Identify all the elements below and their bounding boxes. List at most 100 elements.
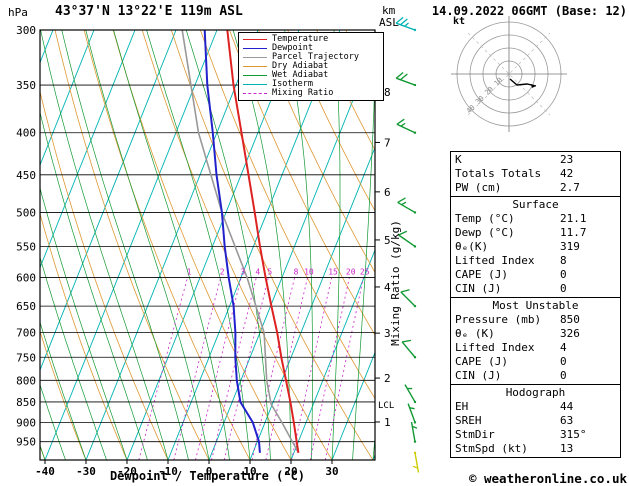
pressure-tick-label: 750 [16, 351, 36, 364]
hodograph-ring-label: 10 [493, 76, 505, 88]
stats-section: Surface Temp (°C) 21.1 Dewp (°C) 11.7 θₑ(K) 31… [450, 196, 621, 298]
stats-value: 0 [560, 282, 567, 295]
wind-barb-flag [400, 18, 408, 26]
stats-label: CIN (J) [455, 282, 502, 295]
wind-barb-flag [402, 339, 412, 343]
run-datetime: 14.09.2022 06GMT (Base: 12) [431, 4, 627, 18]
stats-row: EH 44 [455, 400, 616, 414]
mixing-ratio-line [223, 277, 269, 460]
stats-value: 21.1 [560, 212, 587, 225]
stats-row: Lifted Index 4 [455, 341, 616, 355]
stats-row: Dewp (°C) 11.7 [455, 226, 616, 240]
mixing-ratio-label: 3 [240, 268, 245, 277]
dewpoint-curve [203, 30, 261, 453]
pressure-tick-label: 400 [16, 127, 36, 140]
parcel-trajectory-curve [181, 30, 300, 454]
legend-line-sample [243, 84, 267, 85]
legend-label: Mixing Ratio [272, 88, 334, 98]
stats-row: θₑ (K) 326 [455, 327, 616, 341]
wind-barb [404, 384, 417, 404]
wind-barb-origin [413, 131, 417, 134]
mixing-ratio-label: 25 [360, 268, 370, 277]
temp-tick-label: -30 [76, 465, 96, 478]
stats-row: θₑ(K) 319 [455, 240, 616, 254]
km-tick-label: 2 [384, 372, 391, 385]
stats-value: 63 [560, 414, 574, 427]
wind-barb-staff [401, 341, 416, 358]
stats-row: Pressure (mb) 850 [455, 313, 616, 327]
skewt-generated-layers: 3003504004505005506006507007508008509009… [0, 16, 567, 478]
x-axis-title: Dewpoint / Temperature (°C) [109, 469, 306, 483]
stats-row: StmSpd (kt) 13 [455, 442, 616, 456]
wet-adiabat-line [0, 30, 4, 460]
stats-row: Totals Totals 42 [455, 167, 616, 181]
hodograph-diagonal [467, 32, 551, 116]
mixing-ratio-label: 8 [294, 268, 299, 277]
pressure-tick-label: 950 [16, 436, 36, 449]
stats-label: Temp (°C) [455, 212, 515, 225]
wind-barb-flag [398, 230, 408, 236]
isotherm-line [44, 30, 218, 460]
stats-label: SREH [455, 414, 482, 427]
temp-tick-label: -20 [117, 465, 137, 478]
wind-barb-staff [410, 421, 416, 442]
legend-label: Dewpoint [272, 43, 313, 53]
stats-label: EH [455, 400, 469, 413]
stats-value: 42 [560, 167, 574, 180]
legend-label: Dry Adiabat [272, 61, 329, 71]
stats-section-title: Most Unstable [492, 299, 579, 312]
stats-label: Pressure (mb) [455, 313, 542, 326]
temp-tick-label: 30 [325, 465, 338, 478]
copyright-link[interactable]: © weatheronline.co.uk [468, 471, 627, 486]
stats-section: K 23 Totals Totals 42 PW (cm) 2.7 [450, 151, 621, 197]
km-tick-label: 3 [384, 327, 391, 340]
wind-barb [412, 451, 420, 473]
wind-barb-half [400, 122, 406, 127]
wind-barb-flag [400, 289, 410, 293]
stats-label: Dewp (°C) [455, 226, 515, 239]
mixing-ratio-line [138, 277, 188, 460]
stats-row: CAPE (J) 0 [455, 355, 616, 369]
wind-barb-staff [404, 384, 416, 403]
legend-item: Dewpoint [243, 44, 379, 53]
wind-barb [407, 403, 417, 424]
temp-tick-label: -10 [158, 465, 178, 478]
isotherm-line [290, 248, 375, 460]
stats-value: 4 [560, 341, 567, 354]
stats-value: 850 [560, 313, 580, 326]
mixing-ratio-label: 10 [304, 268, 314, 277]
isotherm-line [85, 30, 259, 460]
asl-axis-label: ASL [379, 16, 399, 29]
mixing-ratio-line [195, 277, 242, 460]
wind-barb-half [404, 22, 409, 27]
wind-barb-half [401, 201, 407, 206]
chart-curves [181, 30, 300, 454]
wind-barb-staff [400, 291, 416, 307]
stats-section: Most Unstable Pressure (mb) 850 θₑ (K) 326 Li… [450, 297, 621, 385]
wind-barb-origin [413, 245, 417, 248]
wind-barb-flag [395, 71, 404, 79]
pressure-axis-unit: hPa [8, 6, 28, 19]
pressure-tick-label: 700 [16, 327, 36, 340]
legend-label: Isotherm [272, 79, 313, 89]
legend-line-sample [243, 75, 267, 76]
wet-adiabat-line [40, 30, 169, 460]
hodograph-trace-arrowhead [531, 84, 536, 88]
page-title: 43°37'N 13°22'E 119m ASL [55, 4, 243, 19]
wind-barb-staff [396, 123, 416, 134]
wind-barb-origin [413, 400, 417, 404]
pressure-tick-label: 550 [16, 240, 36, 253]
wet-adiabat-line [40, 321, 87, 460]
pressure-tick-label: 800 [16, 374, 36, 387]
stats-label: Totals Totals [455, 167, 542, 180]
hodograph-diagonal [467, 32, 551, 116]
wind-barb-origin [413, 211, 417, 214]
dry-adiabat-line [316, 30, 375, 151]
pressure-tick-label: 600 [16, 272, 36, 285]
km-tick-label: 4 [384, 281, 391, 294]
legend-line-sample [243, 57, 267, 58]
stats-label: PW (cm) [455, 181, 502, 194]
stats-value: 23 [560, 153, 574, 166]
stats-value: 13 [560, 442, 574, 455]
